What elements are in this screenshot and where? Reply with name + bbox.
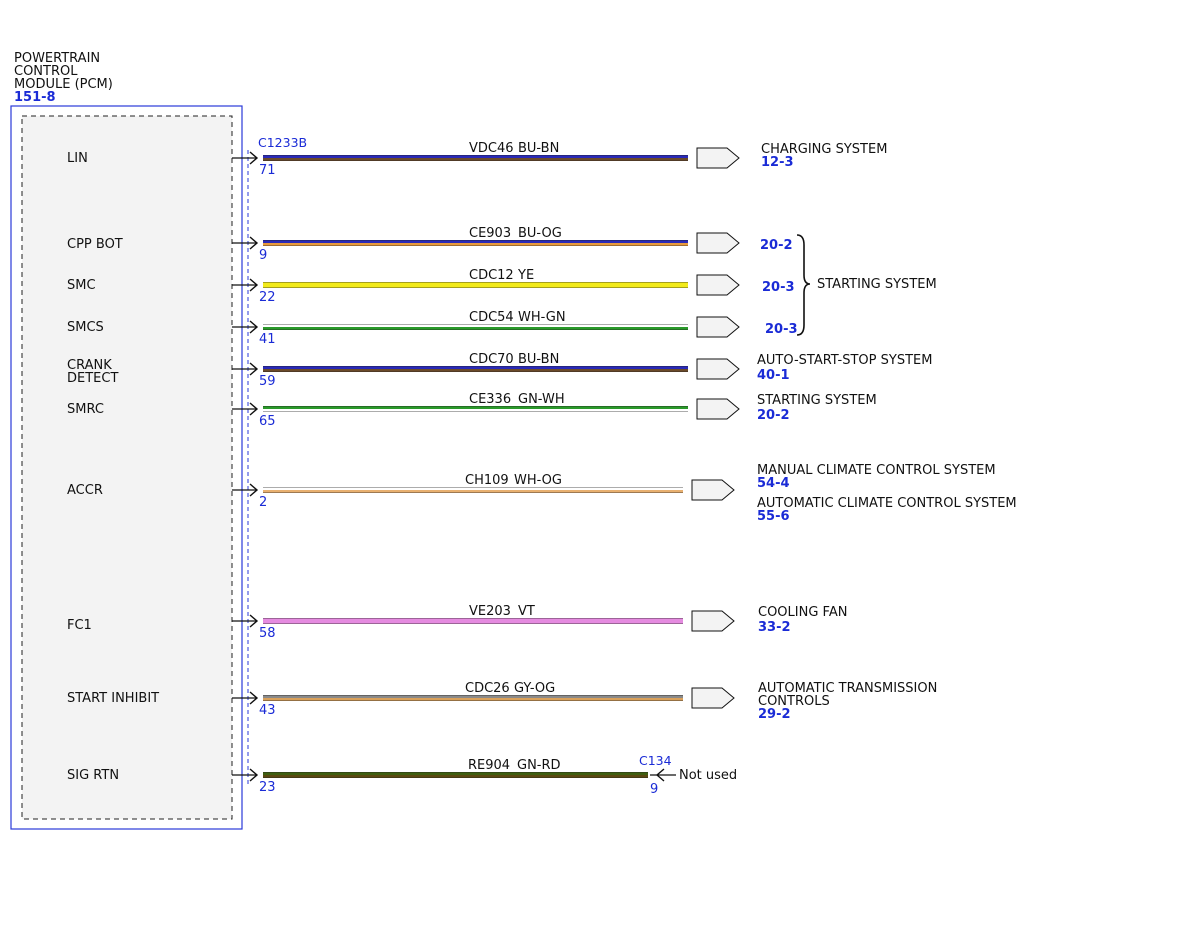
ref-link-start-inhibit[interactable]: 29-2 <box>758 707 791 722</box>
module-ref-link[interactable]: 151-8 <box>14 90 56 105</box>
signal-label-smcs: SMCS <box>67 320 104 335</box>
ref-link-lin[interactable]: 12-3 <box>761 155 794 170</box>
pin-arrow-cpp-bot <box>249 236 259 250</box>
signal-label-accr: ACCR <box>67 483 103 498</box>
page-ref-arrow-accr <box>691 479 735 501</box>
ref-link-manual-climate[interactable]: 54-4 <box>757 476 790 491</box>
signal-label-smrc: SMRC <box>67 402 104 417</box>
pin-arrow-lin <box>249 151 259 165</box>
ref-link-fc1[interactable]: 33-2 <box>758 620 791 635</box>
pin-arrow-crank-detect <box>249 362 259 376</box>
signal-label-crank-detect-1: CRANK <box>67 358 112 373</box>
connector-c1233b-label: C1233B <box>258 135 307 150</box>
circuit-color-smc: YE <box>517 268 534 283</box>
connector-c134-label: C134 <box>639 753 672 768</box>
circuit-color-lin: BU-BN <box>518 141 559 156</box>
circuit-id-smcs: CDC54 <box>469 310 514 325</box>
module-name-line-3: MODULE (PCM) <box>14 77 113 92</box>
module-name-line-2: CONTROL <box>14 64 78 79</box>
pin-number-smrc: 65 <box>259 414 276 429</box>
pin-number-start-inhibit: 43 <box>259 703 276 718</box>
dest-label-start-inhibit-2: CONTROLS <box>758 694 830 709</box>
pin-arrow-smcs <box>249 320 259 334</box>
ref-link-automatic-climate[interactable]: 55-6 <box>757 509 790 524</box>
pin-number-lin: 71 <box>259 163 276 178</box>
page-ref-arrow-crank-detect <box>696 358 740 380</box>
pin-number-crank-detect: 59 <box>259 374 276 389</box>
pin-number-accr: 2 <box>259 495 267 510</box>
module-outline <box>10 105 243 830</box>
pin-arrow-start-inhibit <box>249 691 259 705</box>
circuit-id-sig-rtn: RE904 <box>468 758 510 773</box>
circuit-id-crank-detect: CDC70 <box>469 352 514 367</box>
circuit-color-crank-detect: BU-BN <box>518 352 559 367</box>
starting-system-group-label: STARTING SYSTEM <box>817 277 937 292</box>
page-ref-arrow-lin <box>696 147 740 169</box>
starting-system-brace <box>796 234 811 336</box>
dest-label-automatic-climate: AUTOMATIC CLIMATE CONTROL SYSTEM <box>757 496 1017 511</box>
signal-label-cpp-bot: CPP BOT <box>67 237 123 252</box>
page-ref-arrow-smcs <box>696 316 740 338</box>
not-used-label: Not used <box>679 768 737 783</box>
circuit-color-start-inhibit: GY-OG <box>514 681 555 696</box>
circuit-color-fc1: VT <box>518 604 535 619</box>
circuit-color-smrc: GN-WH <box>518 392 565 407</box>
circuit-color-accr: WH-OG <box>514 473 562 488</box>
signal-label-sig-rtn: SIG RTN <box>67 768 119 783</box>
dest-label-lin: CHARGING SYSTEM <box>761 142 887 157</box>
signal-label-lin: LIN <box>67 151 88 166</box>
module-name-line-1: POWERTRAIN <box>14 51 100 66</box>
page-ref-arrow-smc <box>696 274 740 296</box>
signal-label-crank-detect-2: DETECT <box>67 371 118 386</box>
dest-label-fc1: COOLING FAN <box>758 605 847 620</box>
page-ref-arrow-cpp-bot <box>696 232 740 254</box>
circuit-id-cpp-bot: CE903 <box>469 226 511 241</box>
signal-label-fc1: FC1 <box>67 618 92 633</box>
pin-number-sig-rtn: 23 <box>259 780 276 795</box>
circuit-id-smrc: CE336 <box>469 392 511 407</box>
circuit-color-smcs: WH-GN <box>518 310 566 325</box>
pin-arrow-smc <box>249 278 259 292</box>
pin-number-cpp-bot: 9 <box>259 248 267 263</box>
page-ref-arrow-smrc <box>696 398 740 420</box>
pin-number-smcs: 41 <box>259 332 276 347</box>
circuit-id-lin: VDC46 <box>469 141 514 156</box>
dest-label-manual-climate: MANUAL CLIMATE CONTROL SYSTEM <box>757 463 996 478</box>
page-ref-arrow-fc1 <box>691 610 735 632</box>
ref-link-smrc[interactable]: 20-2 <box>757 408 790 423</box>
dest-label-start-inhibit-1: AUTOMATIC TRANSMISSION <box>758 681 937 696</box>
pin-arrow-smrc <box>249 402 259 416</box>
circuit-id-smc: CDC12 <box>469 268 514 283</box>
circuit-color-sig-rtn: GN-RD <box>517 758 561 773</box>
pin-arrow-accr <box>249 483 259 497</box>
ref-link-crank-detect[interactable]: 40-1 <box>757 368 790 383</box>
circuit-id-accr: CH109 <box>465 473 509 488</box>
module-inner-box <box>21 115 233 820</box>
pin-number-fc1: 58 <box>259 626 276 641</box>
page-ref-arrow-start-inhibit <box>691 687 735 709</box>
module-title: POWERTRAIN CONTROL MODULE (PCM) 151-8 <box>14 51 113 105</box>
dest-label-smrc: STARTING SYSTEM <box>757 393 877 408</box>
ref-link-cpp-bot[interactable]: 20-2 <box>760 238 793 253</box>
signal-label-smc: SMC <box>67 278 96 293</box>
dest-label-crank-detect: AUTO-START-STOP SYSTEM <box>757 353 932 368</box>
circuit-color-cpp-bot: BU-OG <box>518 226 562 241</box>
pin-number-smc: 22 <box>259 290 276 305</box>
pin-arrow-fc1 <box>249 614 259 628</box>
pin-arrow-sig-rtn <box>249 768 259 782</box>
circuit-id-fc1: VE203 <box>469 604 511 619</box>
ref-link-smc[interactable]: 20-3 <box>762 280 795 295</box>
circuit-id-start-inhibit: CDC26 <box>465 681 510 696</box>
ref-link-smcs[interactable]: 20-3 <box>765 322 798 337</box>
signal-label-start-inhibit: START INHIBIT <box>67 691 159 706</box>
c134-pin-number: 9 <box>650 782 658 797</box>
